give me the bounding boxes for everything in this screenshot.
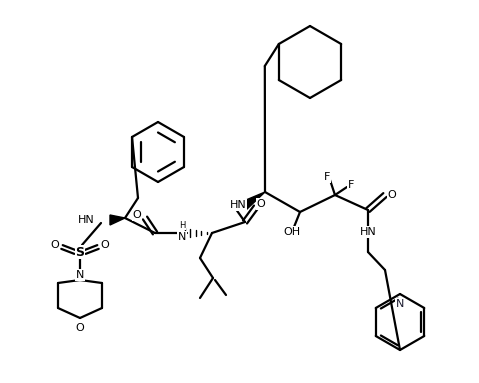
- Text: O: O: [76, 323, 84, 333]
- Polygon shape: [246, 192, 265, 210]
- Text: O: O: [101, 240, 109, 250]
- Text: F: F: [348, 180, 354, 190]
- Text: OH: OH: [284, 227, 300, 237]
- Text: S: S: [76, 246, 84, 259]
- Text: O: O: [257, 199, 265, 209]
- Text: O: O: [133, 210, 141, 220]
- Text: O: O: [51, 240, 59, 250]
- Text: F: F: [324, 172, 330, 182]
- Text: N: N: [76, 270, 84, 280]
- Text: N: N: [396, 299, 404, 309]
- Text: HN: HN: [360, 227, 376, 237]
- Polygon shape: [110, 215, 125, 225]
- Text: HN: HN: [229, 200, 246, 210]
- Text: H: H: [179, 221, 185, 229]
- Text: O: O: [388, 190, 397, 200]
- Text: HN: HN: [78, 215, 95, 225]
- Text: N: N: [178, 232, 186, 242]
